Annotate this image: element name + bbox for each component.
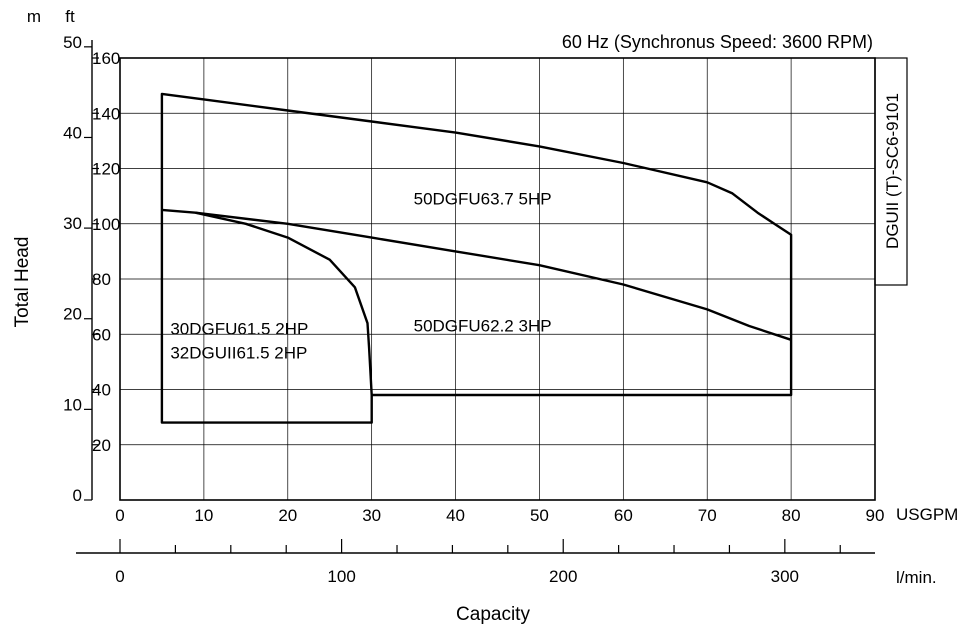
label-group: 50DGFU63.7 5HP 50DGFU62.2 3HP 30DGFU61.5 2…	[170, 189, 551, 362]
x-tick-label-usgpm: 60	[614, 506, 633, 525]
x-tick-label-usgpm: 70	[698, 506, 717, 525]
y-tick-label-ft: 120	[92, 160, 120, 179]
x-tick-label-usgpm: 80	[782, 506, 801, 525]
x-tick-label-usgpm: 30	[362, 506, 381, 525]
y-tick-label-ft: 80	[92, 270, 111, 289]
y-tick-label-m: 10	[63, 395, 82, 414]
y-tick-label-m: 0	[73, 486, 82, 505]
region-label: 32DGUII61.5 2HP	[170, 343, 307, 362]
axes: 20 40 60 80 100 120 140 160 0 10 20 30 40 50 0 10 20 30 40…	[63, 33, 884, 586]
x-tick-label-usgpm: 90	[866, 506, 885, 525]
performance-envelope	[160, 92, 793, 424]
x-tick-label-lmin: 0	[115, 567, 124, 586]
chart-title: 60 Hz (Synchronus Speed: 3600 RPM)	[562, 32, 873, 52]
y-tick-label-ft: 60	[92, 325, 111, 344]
x-tick-label-lmin: 100	[327, 567, 355, 586]
curve-group	[160, 92, 793, 424]
x-tick-label-usgpm: 0	[115, 506, 124, 525]
y-tick-label-m: 30	[63, 214, 82, 233]
y-axis-title: Total Head	[12, 237, 33, 328]
chart-code-label: DGUII (T)-SC6-9101	[883, 93, 902, 249]
x-tick-label-usgpm: 50	[530, 506, 549, 525]
x-unit-lmin: l/min.	[896, 568, 937, 587]
y-unit-ft: ft	[65, 7, 75, 26]
y-tick-label-ft: 100	[92, 215, 120, 234]
x-tick-label-usgpm: 20	[278, 506, 297, 525]
x-tick-label-lmin: 300	[771, 567, 799, 586]
chart-code-box	[874, 57, 908, 286]
x-unit-usgpm: USGPM	[896, 505, 958, 524]
y-tick-label-ft: 20	[92, 436, 111, 455]
y-tick-label-m: 20	[63, 305, 82, 324]
region-label: 30DGFU61.5 2HP	[170, 319, 308, 338]
y-tick-label-m: 50	[63, 33, 82, 52]
region-label: 50DGFU63.7 5HP	[414, 189, 552, 208]
y-tick-label-m: 40	[63, 123, 82, 142]
grid	[120, 58, 875, 500]
x-tick-label-usgpm: 10	[194, 506, 213, 525]
region-label: 50DGFU62.2 3HP	[414, 316, 552, 335]
x-tick-label-usgpm: 40	[446, 506, 465, 525]
y-tick-label-ft: 140	[92, 104, 120, 123]
y-tick-label-ft: 40	[92, 381, 111, 400]
region-divider	[161, 208, 792, 341]
region-divider	[195, 211, 373, 396]
x-tick-label-lmin: 200	[549, 567, 577, 586]
y-tick-label-ft: 160	[92, 49, 120, 68]
y-unit-m: m	[27, 7, 41, 26]
x-axis-title: Capacity	[456, 604, 530, 625]
